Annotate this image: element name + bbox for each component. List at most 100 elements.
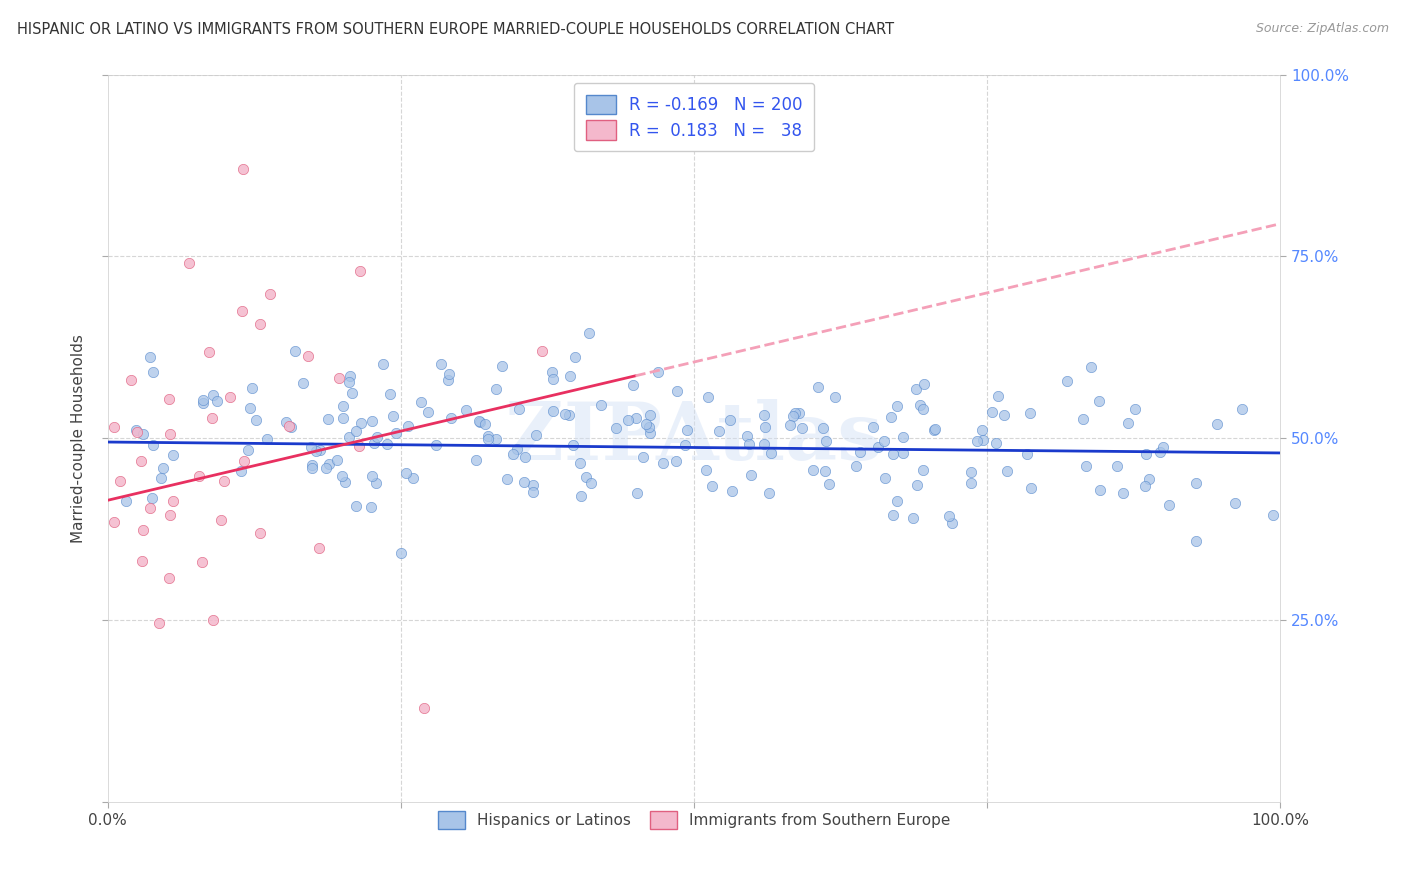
Point [103,419,125,434]
Point [177,256,200,270]
Point [496,472,519,486]
Point [696,391,718,405]
Point [811,421,834,435]
Point [339,368,361,383]
Point [249,317,271,331]
Point [754,420,776,434]
Point [207,394,229,409]
Point [127,425,149,439]
Point [202,388,225,402]
Point [201,411,224,425]
Point [664,454,686,468]
Point [624,411,647,425]
Point [425,438,447,452]
Point [814,434,837,449]
Point [891,430,914,444]
Point [513,475,536,489]
Point [231,304,253,318]
Point [308,541,330,555]
Point [477,429,499,443]
Point [761,446,783,460]
Point [502,447,524,461]
Point [332,411,354,425]
Point [349,416,371,430]
Point [807,380,830,394]
Point [159,426,181,441]
Point [758,486,780,500]
Point [108,474,131,488]
Point [364,475,387,490]
Point [361,469,384,483]
Point [349,264,371,278]
Point [738,437,761,451]
Point [440,411,463,425]
Point [131,554,153,568]
Point [274,415,297,429]
Point [814,464,837,478]
Point [522,478,544,492]
Point [366,430,388,444]
Point [491,359,513,373]
Point [413,700,436,714]
Point [212,474,235,488]
Point [1087,394,1109,409]
Point [218,390,240,404]
Point [1019,406,1042,420]
Point [575,470,598,484]
Point [578,326,600,340]
Point [141,438,163,452]
Point [115,493,138,508]
Point [277,419,299,434]
Point [233,453,256,467]
Point [605,421,627,435]
Point [638,408,661,422]
Point [673,438,696,452]
Point [335,475,357,490]
Point [402,470,425,484]
Point [922,423,945,437]
Text: HISPANIC OR LATINO VS IMMIGRANTS FROM SOUTHERN EUROPE MARRIED-COUPLE HOUSEHOLDS : HISPANIC OR LATINO VS IMMIGRANTS FROM SO… [17,22,894,37]
Point [1184,534,1206,549]
Point [150,471,173,485]
Point [131,426,153,441]
Point [700,479,723,493]
Point [437,373,460,387]
Point [987,389,1010,403]
Point [201,613,224,627]
Point [299,441,322,455]
Point [792,421,814,435]
Point [558,409,581,423]
Point [125,423,148,437]
Point [259,287,281,301]
Point [344,499,367,513]
Point [541,365,564,379]
Point [292,376,315,390]
Point [337,430,360,444]
Point [318,457,340,471]
Point [782,409,804,424]
Point [256,432,278,446]
Point [416,405,439,419]
Point [626,486,648,500]
Point [524,428,547,442]
Point [129,453,152,467]
Point [785,406,807,420]
Point [636,417,658,431]
Point [891,446,914,460]
Point [382,409,405,424]
Point [1056,374,1078,388]
Point [924,421,946,435]
Point [801,462,824,476]
Point [1015,447,1038,461]
Point [139,350,162,364]
Point [901,511,924,525]
Point [1107,458,1129,473]
Point [301,461,323,475]
Point [875,471,897,485]
Point [845,459,868,474]
Point [966,434,988,449]
Point [981,405,1004,419]
Point [912,401,935,416]
Point [371,357,394,371]
Point [960,466,983,480]
